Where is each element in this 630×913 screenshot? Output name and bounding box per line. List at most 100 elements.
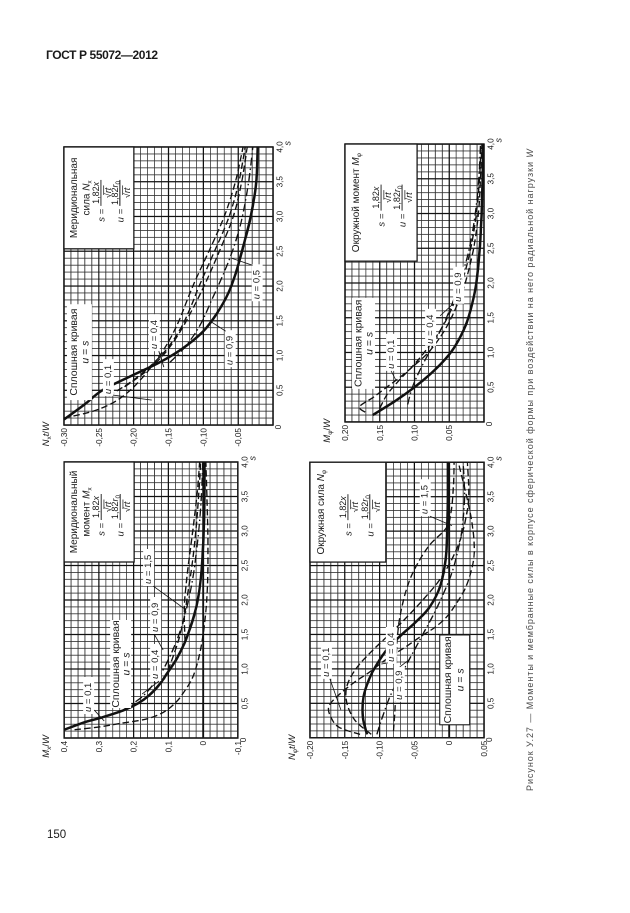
svg-text:-0,30: -0,30 [60,428,69,447]
svg-text:0,2: 0,2 [130,741,139,753]
svg-text:2,0: 2,0 [487,277,496,289]
svg-text:u = 0,4: u = 0,4 [425,314,436,343]
svg-text:u = 1,5: u = 1,5 [143,555,154,584]
svg-text:0,5: 0,5 [241,697,250,709]
svg-text:Меридиональный: Меридиональный [69,471,80,554]
svg-text:1,82r0: 1,82r0 [110,180,122,204]
svg-text:Mφ/W: Mφ/W [323,418,334,443]
svg-text:4,0: 4,0 [241,456,250,468]
svg-text:-0,05: -0,05 [411,740,420,759]
svg-text:√rt: √rt [383,192,393,203]
svg-text:u = 0,9: u = 0,9 [225,336,236,365]
svg-text:√rt: √rt [122,501,132,512]
svg-text:Mx/W: Mx/W [42,734,53,758]
svg-text:u =: u = [398,213,409,227]
svg-text:s: s [494,456,504,461]
svg-text:0,05: 0,05 [446,424,455,440]
svg-text:u = s: u = s [364,331,376,355]
svg-text:s =: s = [377,213,388,226]
svg-text:u = 0,5: u = 0,5 [252,270,263,299]
svg-text:3,5: 3,5 [487,491,496,503]
svg-text:2,5: 2,5 [241,559,250,571]
svg-text:u = 0,4: u = 0,4 [386,633,397,662]
svg-text:u = 0,1: u = 0,1 [386,339,397,368]
svg-text:1,82x: 1,82x [91,496,101,519]
svg-text:Сплошная кривая: Сплошная кривая [69,309,80,396]
svg-text:-0,20: -0,20 [130,428,139,447]
svg-text:√rt: √rt [350,502,360,513]
svg-text:√rt: √rt [103,501,113,512]
svg-text:0,5: 0,5 [487,697,496,709]
svg-text:0,1: 0,1 [165,741,174,753]
svg-text:4,0: 4,0 [276,141,285,153]
svg-text:u = 0,1: u = 0,1 [83,683,94,712]
svg-text:s =: s = [344,523,355,536]
svg-text:2,0: 2,0 [241,594,250,606]
svg-text:1,82r0: 1,82r0 [360,495,372,519]
svg-text:3,0: 3,0 [487,525,496,537]
svg-text:1,82x: 1,82x [338,496,348,518]
svg-text:u =: u = [116,523,127,537]
svg-text:s: s [248,456,258,461]
svg-text:1,5: 1,5 [276,315,285,327]
svg-text:0: 0 [446,740,455,745]
svg-text:0,10: 0,10 [411,424,420,440]
svg-text:2,5: 2,5 [487,242,496,254]
svg-text:2,5: 2,5 [276,245,285,257]
svg-text:√rt: √rt [404,192,414,203]
svg-text:s =: s = [97,208,108,221]
svg-text:Сплошная кривая: Сплошная кривая [353,300,365,387]
svg-text:0,05: 0,05 [480,740,489,756]
svg-text:-0,15: -0,15 [341,740,350,759]
svg-text:u =: u = [116,208,127,222]
svg-text:√rt: √rt [103,187,113,198]
svg-text:0,20: 0,20 [341,424,350,440]
svg-text:s: s [494,137,504,142]
svg-text:1,82r0: 1,82r0 [392,185,404,210]
svg-text:Окружной момент Mφ: Окружной момент Mφ [351,153,363,252]
svg-text:сила Nx: сила Nx [82,180,94,216]
svg-text:-0,25: -0,25 [95,428,104,447]
svg-text:√rt: √rt [372,502,382,513]
svg-text:2,0: 2,0 [276,280,285,292]
svg-text:3,0: 3,0 [276,210,285,222]
svg-text:-0,05: -0,05 [234,428,243,447]
svg-text:Nxt/W: Nxt/W [42,421,53,446]
svg-text:3,0: 3,0 [487,207,496,219]
svg-text:u =: u = [366,523,377,537]
svg-text:u = s: u = s [81,340,92,364]
svg-text:u = s: u = s [121,652,133,676]
svg-text:u = 0,1: u = 0,1 [103,365,114,394]
svg-text:3,5: 3,5 [241,490,250,502]
svg-text:√rt: √rt [122,187,132,198]
svg-text:0,5: 0,5 [276,384,285,396]
svg-text:0,5: 0,5 [487,381,496,393]
svg-text:u = 0,4: u = 0,4 [150,650,161,679]
svg-text:-0,20: -0,20 [306,740,315,759]
svg-text:Окружная сила Nφ: Окружная сила Nφ [316,470,328,555]
svg-text:0: 0 [274,424,283,429]
svg-text:-0,10: -0,10 [376,740,385,759]
svg-text:s =: s = [97,523,108,536]
svg-text:2,0: 2,0 [487,594,496,606]
svg-text:1,5: 1,5 [241,628,250,640]
svg-text:u = s: u = s [456,668,467,692]
svg-text:0,15: 0,15 [376,424,385,440]
svg-text:0: 0 [485,737,494,742]
svg-text:Сплошная кривая: Сплошная кривая [444,636,455,723]
svg-text:Меридиональная: Меридиональная [69,158,80,239]
svg-text:s: s [283,140,293,145]
svg-text:3,0: 3,0 [241,525,250,537]
svg-text:4,0: 4,0 [487,138,496,150]
svg-text:1,82x: 1,82x [371,186,381,209]
svg-text:0: 0 [485,421,494,426]
svg-text:3,5: 3,5 [487,173,496,185]
svg-text:0,4: 0,4 [60,741,69,753]
svg-text:4,0: 4,0 [487,456,496,468]
svg-text:u = 0,9: u = 0,9 [150,603,161,632]
svg-text:Сплошная кривая: Сплошная кривая [110,620,122,707]
svg-text:u = 0,4: u = 0,4 [149,320,160,349]
svg-text:1,5: 1,5 [487,628,496,640]
svg-text:u = 1,5: u = 1,5 [420,485,431,514]
svg-text:момент Mx: момент Mx [82,487,94,537]
